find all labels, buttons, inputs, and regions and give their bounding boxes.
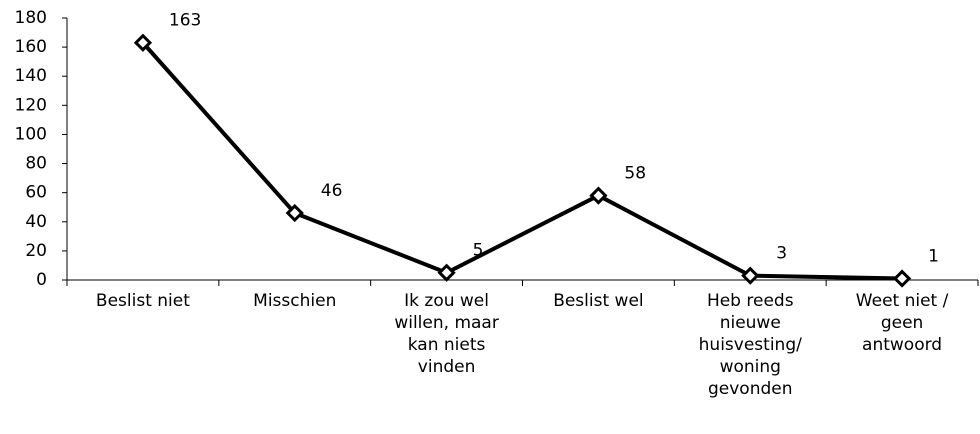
y-tick-label: 60 <box>25 183 47 203</box>
x-tick-label: Beslist wel <box>553 291 644 311</box>
x-tick-label: Misschien <box>253 291 337 311</box>
marker <box>741 266 760 285</box>
marker <box>437 263 456 282</box>
marker <box>892 269 912 288</box>
y-tick-label: 0 <box>36 270 47 290</box>
y-tick-label: 140 <box>15 66 47 86</box>
data-label: 5 <box>473 241 484 261</box>
marker <box>285 203 304 223</box>
x-tick-label: Heb reeds nieuwe huisvesting/ woning gev… <box>698 291 802 399</box>
data-label: 46 <box>321 181 343 201</box>
y-tick-label: 80 <box>25 154 47 174</box>
x-tick-label: Beslist niet <box>95 291 190 311</box>
y-tick-label: 120 <box>15 95 47 115</box>
line <box>141 41 903 281</box>
y-tick-label: 160 <box>15 37 47 57</box>
data-label: 1 <box>928 247 939 267</box>
data-label: 163 <box>169 11 201 31</box>
x-tick-label: Weet niet / geen antwoord <box>855 291 949 355</box>
y-tick-label: 180 <box>15 8 47 28</box>
data-label: 3 <box>776 244 787 264</box>
marker <box>133 33 153 52</box>
y-tick-label: 100 <box>15 124 47 144</box>
x-tick-label: Ik zou wel willen, maar kan niets vinden <box>394 291 499 377</box>
y-tick-label: 20 <box>25 241 47 261</box>
y-tick-label: 40 <box>25 212 47 232</box>
marker <box>589 186 608 205</box>
data-label: 58 <box>624 164 646 184</box>
